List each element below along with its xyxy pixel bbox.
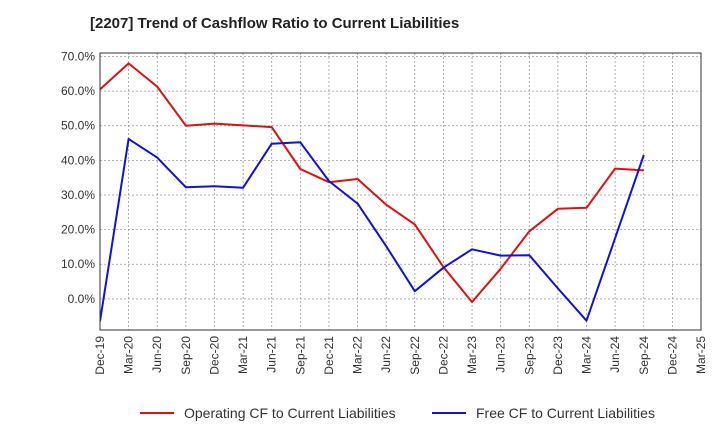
legend-swatch-operating-cf <box>140 412 174 414</box>
x-tick-label: Jun-22 <box>379 336 393 373</box>
x-tick-label: Sep-24 <box>637 336 651 375</box>
legend-label-free-cf: Free CF to Current Liabilities <box>476 405 655 421</box>
x-tick-label: Sep-20 <box>179 336 193 375</box>
y-tick-label: 30.0% <box>61 188 95 202</box>
y-tick-label: 20.0% <box>61 223 95 237</box>
y-tick-label: 70.0% <box>61 49 95 63</box>
x-tick-label: Mar-20 <box>122 336 136 374</box>
chart-title: [2207] Trend of Cashflow Ratio to Curren… <box>90 15 460 32</box>
series-line-free-cf <box>100 137 645 322</box>
x-tick-label: Sep-22 <box>408 336 422 375</box>
x-tick-label: Dec-23 <box>551 336 565 375</box>
series-line-operating-cf <box>100 62 644 303</box>
x-tick-label: Dec-19 <box>93 336 107 375</box>
y-tick-label: 0.0% <box>68 292 96 306</box>
x-tick-label: Mar-21 <box>236 336 250 374</box>
x-tick-label: Dec-24 <box>665 336 679 375</box>
y-tick-label: 50.0% <box>61 119 95 133</box>
x-tick-label: Sep-21 <box>293 336 307 375</box>
y-tick-label: 60.0% <box>61 84 95 98</box>
x-tick-label: Mar-24 <box>580 336 594 374</box>
legend-item-free-cf: Free CF to Current Liabilities <box>432 405 655 421</box>
x-tick-label: Jun-21 <box>265 336 279 373</box>
legend-swatch-free-cf <box>432 412 466 414</box>
x-tick-label: Sep-23 <box>522 336 536 375</box>
x-tick-label: Dec-21 <box>322 336 336 375</box>
x-tick-label: Dec-22 <box>436 336 450 375</box>
y-tick-label: 40.0% <box>61 153 95 167</box>
x-tick-label: Mar-22 <box>351 336 365 374</box>
x-tick-label: Jun-23 <box>494 336 508 373</box>
y-tick-label: 10.0% <box>61 257 95 271</box>
plot-frame <box>99 52 702 331</box>
x-tick-label: Mar-25 <box>694 336 708 374</box>
x-tick-label: Jun-24 <box>608 336 622 373</box>
grid-layer <box>100 53 701 330</box>
legend-label-operating-cf: Operating CF to Current Liabilities <box>184 405 396 421</box>
series-layer <box>100 62 645 322</box>
tick-layer: Dec-19 Mar-20 Jun-20 Sep-20 Dec-20 Mar-21 Jun-… <box>61 49 708 374</box>
legend-item-operating-cf: Operating CF to Current Liabilities <box>140 405 396 421</box>
x-tick-label: Dec-20 <box>207 336 221 375</box>
x-tick-label: Mar-23 <box>465 336 479 374</box>
x-tick-label: Jun-20 <box>150 336 164 373</box>
